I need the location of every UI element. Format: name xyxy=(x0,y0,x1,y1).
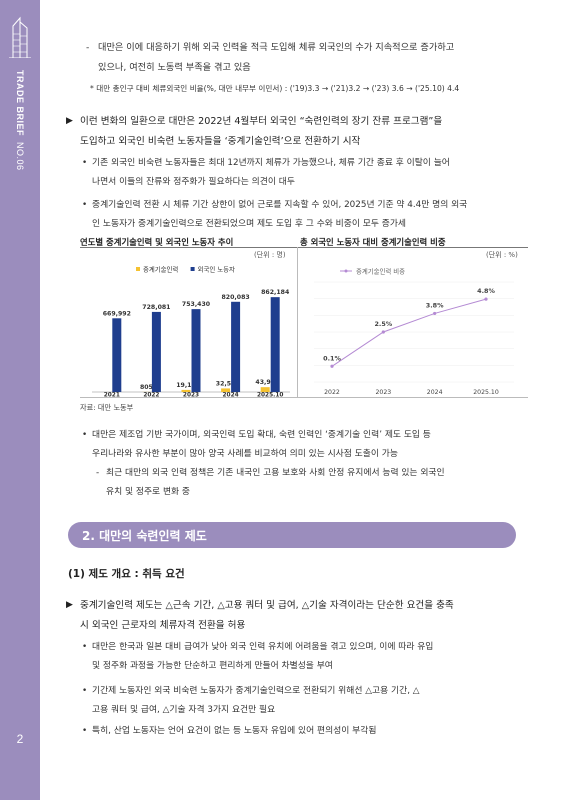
bullet-group-2: • 대만은 제조업 기반 국가이며, 외국인력 도입 확대, 숙련 인력인 ‘중계… xyxy=(78,426,528,502)
para1: ▶ 이런 변화의 일환으로 대만은 2022년 4월부터 외국인 “숙련인력의 장… xyxy=(66,112,526,151)
legend-swatch xyxy=(136,267,140,271)
bullet3-0-line2: 및 정주화 과정을 가능한 단순하고 편리하게 만들어 차별성을 부여 xyxy=(92,661,333,671)
bullet2-line2: 우리나라와 유사한 부분이 많아 양국 사례를 비교하여 의미 있는 시사점 도… xyxy=(92,449,398,459)
data-point xyxy=(433,311,437,316)
triangle-bullet-icon: ▶ xyxy=(66,600,73,610)
bullet1-1-line2: 인 노동자가 중계기술인력으로 전환되었으며 제도 도입 후 그 수와 비중이 … xyxy=(92,219,407,229)
bar-label-skilled: 32,51 xyxy=(216,380,236,387)
line-unit: (단위 : %) xyxy=(486,251,518,259)
legend-label: 중계기술인력 xyxy=(143,265,178,274)
bullet-group-3c: • 특히, 산업 노동자는 언어 요건이 없는 등 노동자 유입에 있어 편의성이… xyxy=(78,722,528,741)
bullet-dot-icon: • xyxy=(82,686,88,696)
section-title: 2. 대만의 숙련인력 제도 xyxy=(82,529,207,543)
top-dash-item: - 대만은 이에 대응하기 위해 외국 인력을 적극 도입해 체류 외국인의 수… xyxy=(78,38,528,78)
bar-foreign-workers xyxy=(270,297,280,392)
data-label: 2.5% xyxy=(374,320,392,328)
bar-chart-title: 연도별 중계기술인력 및 외국인 노동자 추이 xyxy=(80,237,234,247)
bar-chart: 중계기술인력 외국인 노동자 669,992 2021 805 728,081 2022 19… xyxy=(92,265,290,398)
bullet1-1-line1: 중계기술인력 전환 시 체류 기간 상한이 없어 근로를 지속할 수 있어, 2… xyxy=(92,200,468,210)
bullet3-0-line1: 대만은 한국과 일본 대비 급여가 낮아 외국 인력 유치에 어려움을 겪고 있… xyxy=(92,642,434,652)
bullet-group-1: • 기존 외국인 비숙련 노동자들은 최대 12년까지 체류가 가능했으나, 체류… xyxy=(78,154,528,192)
data-point xyxy=(330,364,334,368)
bar-label-foreign: 862,184 xyxy=(261,289,290,296)
bar-foreign-workers xyxy=(151,311,161,392)
source-note: 자료: 대만 노동부 xyxy=(80,403,134,412)
bullet3-1-line2: 고용 쿼터 및 급여, △기술 자격 3가지 요건만 필요 xyxy=(92,705,276,715)
bullet1-0-line1: 기존 외국인 비숙련 노동자들은 최대 12년까지 체류가 가능했으나, 체류 … xyxy=(92,158,450,168)
x-tick-label: 2023 xyxy=(183,393,199,398)
top-dash-line2: 있으나, 여전히 노동력 부족을 겪고 있음 xyxy=(98,62,251,73)
bar-label-skilled: 805 xyxy=(140,384,153,391)
para2: ▶ 중계기술인력 제도는 △근속 기간, △고용 쿼터 및 급여, △기술 자격이… xyxy=(66,596,526,635)
x-tick-label: 2022 xyxy=(324,389,340,396)
chart-bottom-rule xyxy=(80,397,528,398)
bar-label-skilled: 19,19 xyxy=(176,382,196,389)
bullet-dot-icon: • xyxy=(82,726,88,736)
x-tick-label: 2024 xyxy=(427,389,443,396)
bullet2-sub-line2: 유치 및 정주로 변화 중 xyxy=(106,487,191,497)
bar-label-foreign: 728,081 xyxy=(142,304,170,311)
para2-line1: 중계기술인력 제도는 △근속 기간, △고용 쿼터 및 급여, △기술 자격이라… xyxy=(80,600,454,611)
bar-foreign-workers xyxy=(191,309,201,392)
line-chart: 중계기술인력 비중 0.1% 2022 2.5% 2023 3.8% 2024 4.8% 202… xyxy=(314,267,514,396)
chart-top-rule xyxy=(80,247,528,248)
bullet-dot-icon: • xyxy=(82,430,88,440)
bullet-dot-icon: • xyxy=(82,200,88,210)
data-label: 4.8% xyxy=(477,287,495,295)
population-note: * 대만 총인구 대비 체류외국인 비율(%, 대만 내무부 이민서) : ('… xyxy=(90,84,460,93)
data-label: 0.1% xyxy=(323,354,341,362)
bar-unit: (단위 : 명) xyxy=(254,251,286,259)
bullet-dot-icon: • xyxy=(82,158,88,168)
para1-line2: 도입하고 외국인 비숙련 노동자들을 ‘중계기술인력’으로 전환하기 시작 xyxy=(80,135,361,147)
building-logo-icon xyxy=(9,16,31,58)
bar-label-foreign: 753,430 xyxy=(182,301,211,308)
bullet-dot-icon: • xyxy=(82,642,88,652)
section-header: 2. 대만의 숙련인력 제도 xyxy=(68,522,516,548)
x-tick-label: 2023 xyxy=(375,389,391,396)
legend-label: 외국인 노동자 xyxy=(198,265,235,274)
data-point xyxy=(381,330,385,334)
line-chart-title: 총 외국인 노동자 대비 중계기술인력 비중 xyxy=(300,237,446,247)
para2-line2: 시 외국인 근로자의 체류자격 전환을 허용 xyxy=(80,619,246,631)
x-tick-label: 2025.10 xyxy=(257,393,283,398)
legend-marker xyxy=(344,269,348,273)
top-dash-line1: 대만은 이에 대응하기 위해 외국 인력을 적극 도입해 체류 외국인의 수가 … xyxy=(98,42,455,53)
x-tick-label: 2025.10 xyxy=(473,389,499,396)
para1-line1: 이런 변화의 일환으로 대만은 2022년 4월부터 외국인 “숙련인력의 장기… xyxy=(80,116,443,127)
trade-brief-label: TRADE BRIEF NO.06 xyxy=(15,70,25,171)
bar-skilled xyxy=(181,389,191,392)
page-number: 2 xyxy=(16,732,24,746)
triangle-bullet-icon: ▶ xyxy=(66,116,73,126)
bar-skilled xyxy=(260,387,270,392)
bar-foreign-workers xyxy=(112,318,122,392)
bullet1-0-line2: 나면서 이들의 잔류와 정주화가 필요하다는 의견이 대두 xyxy=(92,177,295,187)
subheading: (1) 제도 개요 : 취득 요건 xyxy=(68,568,185,580)
bullet-group-3a: • 대만은 한국과 일본 대비 급여가 낮아 외국 인력 유치에 어려움을 겪고 … xyxy=(78,638,528,676)
bar-foreign-workers xyxy=(231,301,241,392)
legend-swatch xyxy=(190,267,195,271)
bar-label-skilled: 43,91 xyxy=(255,379,275,386)
bar-label-foreign: 669,992 xyxy=(103,310,131,317)
dash-bullet: - xyxy=(96,468,100,478)
bullet2-line1: 대만은 제조업 기반 국가이며, 외국인력 도입 확대, 숙련 인력인 ‘중계기… xyxy=(92,430,431,440)
bullet-group-3b: • 기간제 노동자인 외국 비숙련 노동자가 중계기술인력으로 전환되기 위해선 … xyxy=(78,682,528,720)
series-line xyxy=(331,298,487,367)
x-tick-label: 2021 xyxy=(104,393,120,398)
x-tick-label: 2024 xyxy=(223,393,239,398)
bar-label-foreign: 820,083 xyxy=(222,294,250,301)
x-tick-label: 2022 xyxy=(143,393,159,398)
bullet2-sub-line1: 최근 대만의 외국 인력 정책은 기존 내국인 고용 보호와 사회 안정 유지에… xyxy=(106,468,445,478)
bullet3-2-line1: 특히, 산업 노동자는 언어 요건이 없는 등 노동자 유입에 있어 편의성이 … xyxy=(92,726,377,736)
bullet3-1-line1: 기간제 노동자인 외국 비숙련 노동자가 중계기술인력으로 전환되기 위해선 △… xyxy=(92,686,420,696)
data-label: 3.8% xyxy=(426,301,444,309)
sidebar: TRADE BRIEF NO.06 2 xyxy=(0,0,40,800)
bullet-group-1b: • 중계기술인력 전환 시 체류 기간 상한이 없어 근로를 지속할 수 있어, … xyxy=(78,196,528,234)
bar-skilled xyxy=(221,388,231,392)
chart-divider xyxy=(297,247,298,397)
data-point xyxy=(484,297,488,301)
legend-label: 중계기술인력 비중 xyxy=(356,267,405,276)
